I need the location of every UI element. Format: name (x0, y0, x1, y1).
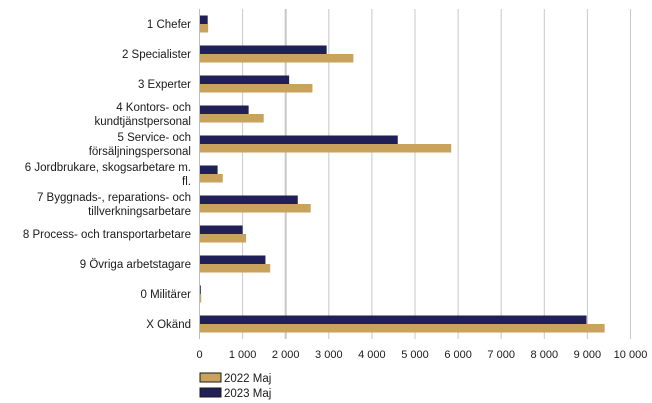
bar-2023 (199, 15, 208, 24)
bar-2022 (199, 24, 209, 33)
bar-2023 (199, 165, 218, 174)
bar-2023 (199, 225, 243, 234)
x-tick-label: 10 000 (614, 349, 648, 361)
category-label: 7 Byggnads-, reparations- och tillverknin… (37, 192, 191, 218)
category-label: 1 Chefer (147, 19, 191, 31)
x-tick-label: 5 000 (401, 349, 429, 361)
bar-2023 (199, 135, 398, 144)
x-tick-label: 9 000 (574, 349, 602, 361)
x-tick-label: 3 000 (315, 349, 343, 361)
bar-2022 (199, 294, 202, 303)
legend-swatch (199, 372, 222, 383)
x-tick-label: 0 (196, 349, 202, 361)
category-label: 6 Jordbrukare, skogsarbetare m. fl. (25, 162, 191, 188)
x-tick-label: 1 000 (229, 349, 257, 361)
category-label: 9 Övriga arbetstagare (80, 259, 191, 271)
x-tick-label: 2 000 (272, 349, 300, 361)
category-label: 3 Experter (138, 79, 191, 91)
x-tick-label: 6 000 (444, 349, 472, 361)
legend-label: 2022 Maj (224, 373, 271, 385)
category-label: 8 Process- och transportarbetare (23, 229, 191, 241)
bar-2022 (199, 114, 264, 123)
category-label: 0 Militärer (141, 289, 192, 301)
bar-2022 (199, 204, 311, 213)
bar-2023 (199, 195, 298, 204)
category-labels: 1 Chefer 2 Specialister 3 Experter 4 Kontor… (23, 19, 191, 331)
x-tick-label: 7 000 (487, 349, 515, 361)
bar-2022 (199, 54, 354, 63)
bar-2023 (199, 45, 327, 54)
bar-2022 (199, 84, 313, 93)
x-tick-label: 8 000 (531, 349, 559, 361)
bar-2022 (199, 174, 223, 183)
legend: 2022 Maj 2023 Maj (199, 372, 271, 400)
bar-2023 (199, 255, 266, 264)
bar-2023 (199, 105, 249, 114)
x-tick-labels: 0 1 000 2 000 3 000 4 000 5 000 6 000 7 000 8 00… (196, 349, 647, 361)
legend-label: 2023 Maj (224, 388, 271, 400)
bar-2022 (199, 264, 271, 273)
bar-2023 (199, 75, 290, 84)
bar-2023 (199, 285, 201, 294)
bars (199, 15, 605, 333)
bar-2022 (199, 324, 605, 333)
category-label: 5 Service- och försäljningspersonal (89, 132, 191, 158)
bar-2023 (199, 315, 587, 324)
category-label: 4 Kontors- och kundtjänstpersonal (94, 102, 191, 128)
category-label: 2 Specialister (122, 49, 191, 61)
bar-2022 (199, 144, 452, 153)
bar-2022 (199, 234, 247, 243)
legend-swatch (199, 387, 222, 398)
gridlines (242, 9, 631, 339)
category-label: X Okänd (146, 319, 191, 331)
x-tick-label: 4 000 (358, 349, 386, 361)
